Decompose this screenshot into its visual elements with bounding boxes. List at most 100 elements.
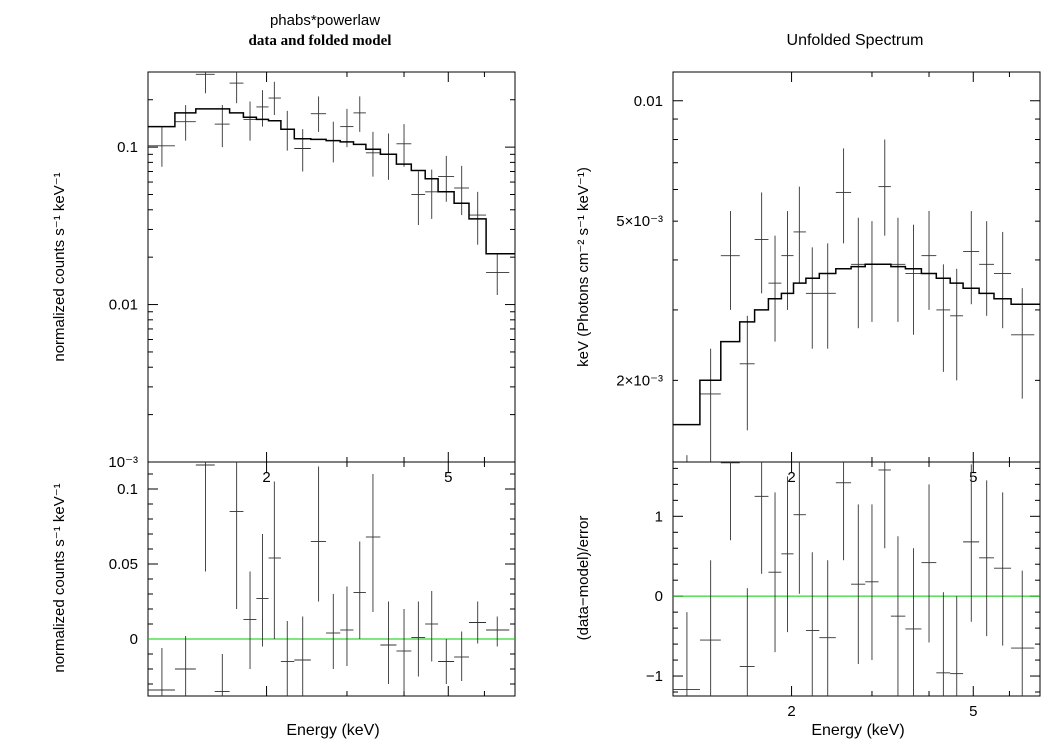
- data-point: [851, 217, 866, 329]
- data-point: [310, 96, 327, 132]
- data-point: [739, 315, 755, 431]
- data-point: [195, 72, 215, 94]
- data-point: [425, 169, 439, 219]
- data-point: [353, 541, 366, 639]
- data-point: [699, 560, 721, 696]
- data-point: [365, 131, 381, 177]
- data-point: [963, 211, 980, 305]
- data-point: [148, 648, 175, 696]
- data-point: [878, 462, 891, 549]
- data-point: [268, 481, 281, 639]
- data-point: [673, 612, 700, 696]
- data-point: [699, 348, 721, 462]
- data-point: [454, 631, 469, 681]
- panel-frame: [147, 461, 516, 697]
- data-point: [454, 165, 469, 216]
- data-point: [174, 636, 196, 696]
- data-point: [979, 480, 994, 637]
- data-point: [754, 462, 769, 574]
- panel-frame: [147, 71, 516, 463]
- data-point: [468, 601, 487, 644]
- data-point: [720, 462, 740, 541]
- right-top-panel: 2 5 2×10⁻³ 5×10⁻³ 0.01: [616, 71, 1041, 486]
- data-point: [793, 462, 806, 594]
- data-point: [720, 211, 740, 310]
- right-bottom-ylabel: (data−model)/error: [575, 516, 592, 641]
- data-point: [921, 484, 937, 643]
- data-point: [411, 171, 426, 226]
- data-point: [805, 552, 820, 696]
- data-point: [310, 466, 327, 602]
- data-point: [963, 464, 980, 622]
- data-point: [195, 462, 215, 572]
- y-tick-label: 0.01: [634, 93, 663, 110]
- left-bottom-ylabel: normalized counts s⁻¹ keV⁻¹: [51, 483, 68, 672]
- left-subtitle: data and folded model: [249, 33, 392, 49]
- x-tick-label: 2: [787, 703, 795, 720]
- left-top-ylabel: normalized counts s⁻¹ keV⁻¹: [51, 172, 68, 361]
- data-point: [993, 492, 1012, 646]
- data-point: [793, 186, 806, 284]
- y-tick-label: 2×10⁻³: [616, 372, 663, 389]
- model-step-line: [148, 108, 515, 255]
- data-point: [754, 192, 769, 294]
- data-point: [380, 133, 397, 180]
- data-point: [921, 211, 937, 310]
- data-point: [438, 639, 455, 684]
- data-point: [950, 268, 964, 381]
- y-tick-label: 0.05: [109, 556, 138, 573]
- data-point: [425, 591, 439, 662]
- data-point: [229, 72, 244, 104]
- right-bottom-panel: 2 5 −1 0 1: [646, 461, 1041, 720]
- data-point: [805, 247, 820, 349]
- y-tick-label: 0: [130, 631, 138, 648]
- data-point: [256, 534, 269, 647]
- left-xlabel: Energy (keV): [286, 722, 379, 739]
- data-point: [174, 105, 196, 141]
- data-point: [905, 548, 922, 696]
- data-point: [1011, 288, 1035, 399]
- right-xlabel: Energy (keV): [811, 722, 904, 739]
- x-tick-label: 5: [969, 703, 977, 720]
- data-point: [890, 536, 906, 696]
- data-point: [411, 601, 426, 677]
- data-point: [768, 492, 782, 653]
- data-point: [229, 462, 244, 609]
- y-tick-label: 10⁻³: [108, 454, 138, 471]
- data-point: [686, 455, 688, 462]
- data-point: [851, 504, 866, 665]
- left-top-panel: 2 5 10⁻³ 0.01 0.1: [108, 71, 516, 486]
- left-bottom-panel: 0 0.05 0.1: [109, 461, 516, 697]
- data-point: [243, 571, 257, 669]
- y-tick-label: 1: [655, 508, 663, 525]
- y-tick-label: 0.1: [117, 139, 138, 156]
- y-tick-label: 0.1: [117, 481, 138, 498]
- data-point: [396, 124, 412, 167]
- data-point: [380, 601, 397, 684]
- y-tick-label: 0.01: [109, 297, 138, 314]
- right-top-ylabel: keV (Photons cm⁻² s⁻¹ keV⁻¹): [575, 167, 592, 367]
- data-point: [1011, 570, 1035, 696]
- data-point: [280, 621, 295, 696]
- data-point: [936, 592, 951, 696]
- x-tick-label: 5: [969, 469, 977, 486]
- data-point: [979, 221, 994, 316]
- y-tick-label: 5×10⁻³: [616, 213, 663, 230]
- data-point: [280, 110, 295, 151]
- panel-frame: [672, 461, 1041, 697]
- x-tick-label: 2: [787, 469, 795, 486]
- data-point: [486, 253, 510, 296]
- data-point: [936, 264, 951, 372]
- data-point: [890, 217, 906, 322]
- data-point: [326, 594, 341, 669]
- data-point: [294, 616, 311, 696]
- data-point: [878, 139, 891, 236]
- data-point: [148, 126, 175, 167]
- data-point: [340, 108, 354, 148]
- data-point: [781, 476, 794, 633]
- data-point: [214, 654, 230, 696]
- data-point: [294, 129, 311, 172]
- data-point: [819, 560, 836, 696]
- y-tick-label: −1: [646, 668, 663, 685]
- data-point: [768, 235, 782, 342]
